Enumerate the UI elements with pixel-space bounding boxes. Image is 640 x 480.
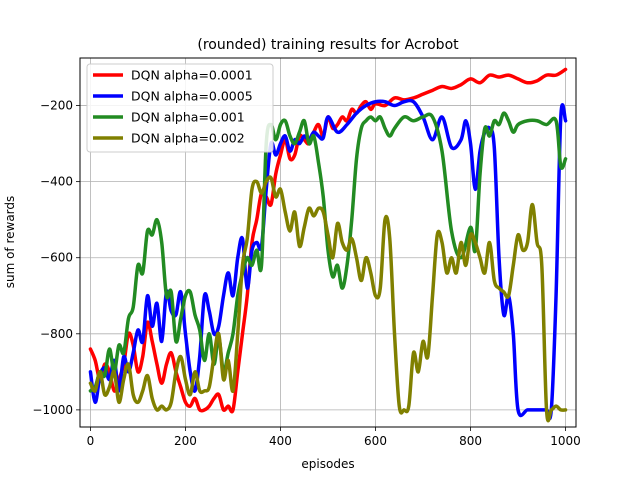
series-line-1 — [88, 67, 568, 414]
x-tick-label: 800 — [459, 434, 482, 448]
legend: DQN alpha=0.0001 DQN alpha=0.0005 DQN alph… — [86, 63, 274, 153]
y-tick-label: −200 — [40, 99, 73, 113]
y-tick-label: −800 — [40, 327, 73, 341]
y-axis-label: sum of rewards — [3, 196, 17, 289]
legend-label-4: DQN alpha=0.002 — [131, 131, 245, 146]
chart-title: (rounded) training results for Acrobot — [197, 37, 459, 53]
y-tick-label: −600 — [40, 251, 73, 265]
legend-box — [86, 63, 274, 153]
x-tick-label: 200 — [174, 434, 197, 448]
y-tick-label: −1000 — [32, 403, 73, 417]
axis-ticks: 0 200 400 600 800 1000 −1000 −800 −600 −400 −200 — [32, 99, 580, 448]
series-line-4 — [88, 175, 568, 423]
legend-label-2: DQN alpha=0.0005 — [131, 89, 253, 104]
y-tick-label: −400 — [40, 175, 73, 189]
x-tick-label: 1000 — [550, 434, 581, 448]
legend-label-3: DQN alpha=0.001 — [131, 110, 245, 125]
plot-frame — [79, 57, 577, 428]
x-tick-label: 600 — [364, 434, 387, 448]
series-line-3 — [88, 111, 568, 393]
x-axis-label: episodes — [301, 457, 354, 471]
x-tick-label: 0 — [87, 434, 95, 448]
x-tick-label: 400 — [269, 434, 292, 448]
legend-label-1: DQN alpha=0.0001 — [131, 68, 253, 83]
series-lines — [88, 67, 568, 423]
